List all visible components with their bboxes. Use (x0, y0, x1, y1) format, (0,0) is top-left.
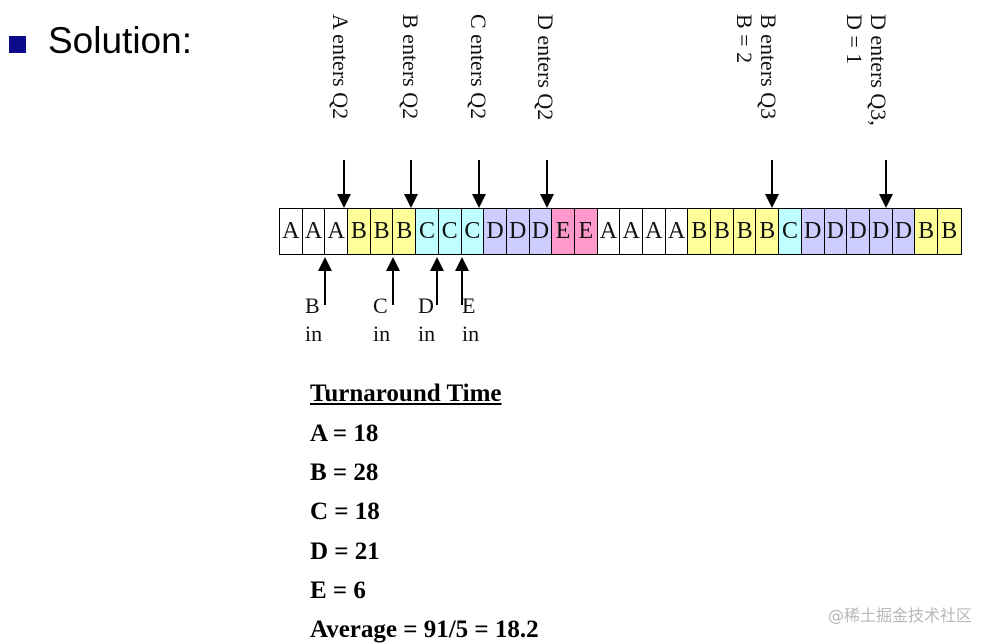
arrival-label-c: C in (373, 293, 391, 346)
timeline-cell: D (869, 209, 893, 254)
timeline-cell: B (756, 209, 780, 254)
timeline-cell: A (302, 209, 326, 254)
slide-heading: Solution: (48, 20, 192, 61)
timeline-cell: E (552, 209, 575, 254)
timeline-cell: C (416, 209, 439, 254)
arrow-down-icon (879, 160, 893, 208)
timeline-cell: B (733, 209, 757, 254)
timeline-cell: D (824, 209, 848, 254)
timeline-cell: B (393, 209, 417, 254)
timeline-cell: B (915, 209, 938, 254)
turnaround-line-average: Average = 91/5 = 18.2 (310, 616, 539, 643)
arrow-up-icon (386, 257, 400, 305)
event-label-b-enters-q3: B enters Q3 B = 2 (732, 14, 781, 120)
arrival-label-b: B in (305, 293, 323, 346)
timeline-cell: C (779, 209, 802, 254)
turnaround-line-c: C = 18 (310, 498, 380, 525)
arrow-up-icon (430, 257, 444, 305)
timeline-cell: A (280, 209, 303, 254)
timeline-cell: A (643, 209, 666, 254)
timeline-cell: B (711, 209, 734, 254)
timeline-cell: B (937, 209, 961, 254)
timeline-cell: A (597, 209, 621, 254)
timeline-cell: A (325, 209, 349, 254)
turnaround-line-b: B = 28 (310, 459, 379, 486)
event-label-d-enters-q3: D enters Q3, D = 1 (842, 14, 891, 126)
arrow-down-icon (337, 160, 351, 208)
arrow-down-icon (404, 160, 418, 208)
turnaround-heading: Turnaround Time (310, 380, 502, 407)
arrow-down-icon (540, 160, 554, 208)
event-label-c-enters-q2: C enters Q2 (466, 14, 491, 120)
event-label-b-enters-q2: B enters Q2 (398, 14, 423, 120)
watermark: @稀土掘金技术社区 (827, 606, 972, 625)
timeline-cell: C (438, 209, 462, 254)
arrival-label-d: D in (418, 293, 436, 346)
event-label-d-enters-q2: D enters Q2 (533, 14, 558, 121)
timeline-cell: D (484, 209, 507, 254)
event-label-a-enters-q2: A enters Q2 (328, 14, 353, 120)
timeline-cell: D (892, 209, 916, 254)
turnaround-line-a: A = 18 (310, 420, 379, 447)
arrow-down-icon (765, 160, 779, 208)
turnaround-line-e: E = 6 (310, 577, 366, 604)
timeline-cell: D (847, 209, 870, 254)
timeline-cell: A (665, 209, 689, 254)
timeline-cell: B (370, 209, 394, 254)
timeline-cell: B (688, 209, 712, 254)
turnaround-line-d: D = 21 (310, 538, 380, 565)
timeline-cell: D (506, 209, 530, 254)
bullet-square (9, 36, 26, 53)
arrow-up-icon (318, 257, 332, 305)
timeline-cell: D (801, 209, 825, 254)
timeline-cell: D (529, 209, 553, 254)
arrow-up-icon (455, 257, 469, 305)
timeline-cell: C (461, 209, 485, 254)
timeline-cell: E (574, 209, 598, 254)
timeline-cell: B (348, 209, 371, 254)
arrow-down-icon (472, 160, 486, 208)
arrival-label-e: E in (462, 293, 480, 346)
timeline-cell: A (620, 209, 643, 254)
